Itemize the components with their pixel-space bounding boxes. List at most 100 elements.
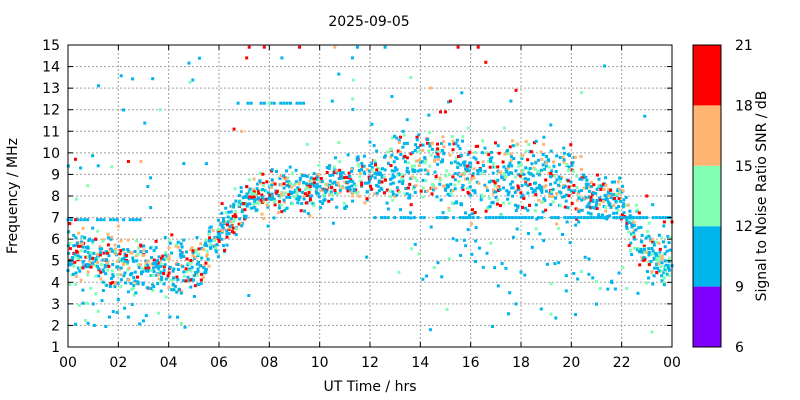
data-point xyxy=(424,190,428,193)
data-point xyxy=(226,215,230,219)
data-point xyxy=(579,270,583,273)
data-point xyxy=(265,197,269,201)
data-point xyxy=(528,182,532,186)
data-point xyxy=(113,243,117,247)
data-point xyxy=(462,238,466,242)
data-point xyxy=(612,216,616,220)
x-tick-label: 10 xyxy=(311,355,329,371)
data-point xyxy=(248,202,252,206)
data-point xyxy=(101,280,105,284)
data-point xyxy=(542,142,546,146)
data-point xyxy=(102,251,106,255)
data-point xyxy=(640,250,644,254)
data-point xyxy=(369,184,372,188)
data-point xyxy=(442,140,446,144)
data-point xyxy=(514,209,518,212)
data-point xyxy=(321,202,325,205)
data-point xyxy=(595,201,599,205)
data-point xyxy=(75,250,79,254)
data-point xyxy=(317,173,321,177)
data-point xyxy=(157,261,161,265)
data-point xyxy=(572,190,576,194)
data-point xyxy=(135,218,139,222)
data-point xyxy=(668,248,672,252)
data-point xyxy=(435,195,439,199)
data-point xyxy=(351,180,355,184)
data-point xyxy=(250,190,253,194)
data-point xyxy=(116,265,120,269)
data-point xyxy=(294,180,298,184)
data-point xyxy=(557,261,561,265)
data-point xyxy=(86,270,90,274)
data-point xyxy=(136,252,140,256)
data-point xyxy=(232,231,236,235)
data-point xyxy=(654,254,658,258)
data-point xyxy=(421,143,425,147)
data-point xyxy=(569,143,573,147)
data-point xyxy=(383,178,387,182)
data-point xyxy=(260,195,264,199)
data-point xyxy=(279,203,283,207)
data-point xyxy=(282,198,286,202)
data-point xyxy=(441,211,445,215)
data-point xyxy=(441,159,444,163)
data-point xyxy=(425,274,429,278)
data-point xyxy=(639,239,643,243)
data-point xyxy=(448,193,452,197)
data-point xyxy=(380,180,384,184)
data-point xyxy=(657,241,661,245)
data-point xyxy=(662,283,666,287)
data-point xyxy=(380,187,384,191)
data-point xyxy=(470,222,473,226)
data-point xyxy=(251,192,255,196)
data-point xyxy=(216,255,220,259)
data-point xyxy=(111,263,115,266)
data-point xyxy=(373,216,377,220)
data-point xyxy=(137,266,141,270)
data-point xyxy=(667,273,671,277)
data-point xyxy=(239,186,243,190)
data-point xyxy=(590,205,594,209)
data-point xyxy=(574,223,578,227)
data-point xyxy=(537,158,540,162)
data-point xyxy=(156,273,160,277)
x-tick-label: 14 xyxy=(411,355,429,371)
data-point xyxy=(119,74,123,78)
data-point xyxy=(662,224,666,228)
data-point xyxy=(268,193,272,197)
data-point xyxy=(489,241,493,245)
x-tick-label: 04 xyxy=(160,355,178,371)
x-tick-label: 08 xyxy=(260,355,278,371)
data-point xyxy=(94,264,98,268)
data-point xyxy=(130,302,134,306)
colorbar-band xyxy=(693,286,721,347)
data-point xyxy=(572,271,576,275)
data-point xyxy=(348,185,351,189)
data-point xyxy=(128,218,132,222)
data-point xyxy=(205,254,209,258)
data-point xyxy=(343,207,347,210)
data-point xyxy=(338,168,342,172)
data-point xyxy=(194,250,198,254)
data-point xyxy=(298,45,301,49)
data-point xyxy=(413,191,417,194)
data-point xyxy=(426,169,430,173)
data-point xyxy=(239,202,243,206)
data-point xyxy=(632,220,636,224)
data-point xyxy=(171,283,175,287)
data-point xyxy=(492,179,496,183)
data-point xyxy=(216,218,220,222)
data-point xyxy=(293,190,297,194)
data-point xyxy=(309,178,313,182)
data-point xyxy=(621,184,624,188)
data-point xyxy=(507,164,511,168)
data-point xyxy=(180,245,184,249)
data-point xyxy=(262,199,266,203)
data-point xyxy=(668,268,671,272)
data-point xyxy=(365,168,369,172)
data-point xyxy=(272,216,276,220)
data-point xyxy=(362,164,366,168)
data-point xyxy=(496,169,500,173)
data-point xyxy=(633,246,636,250)
data-point xyxy=(441,135,445,139)
